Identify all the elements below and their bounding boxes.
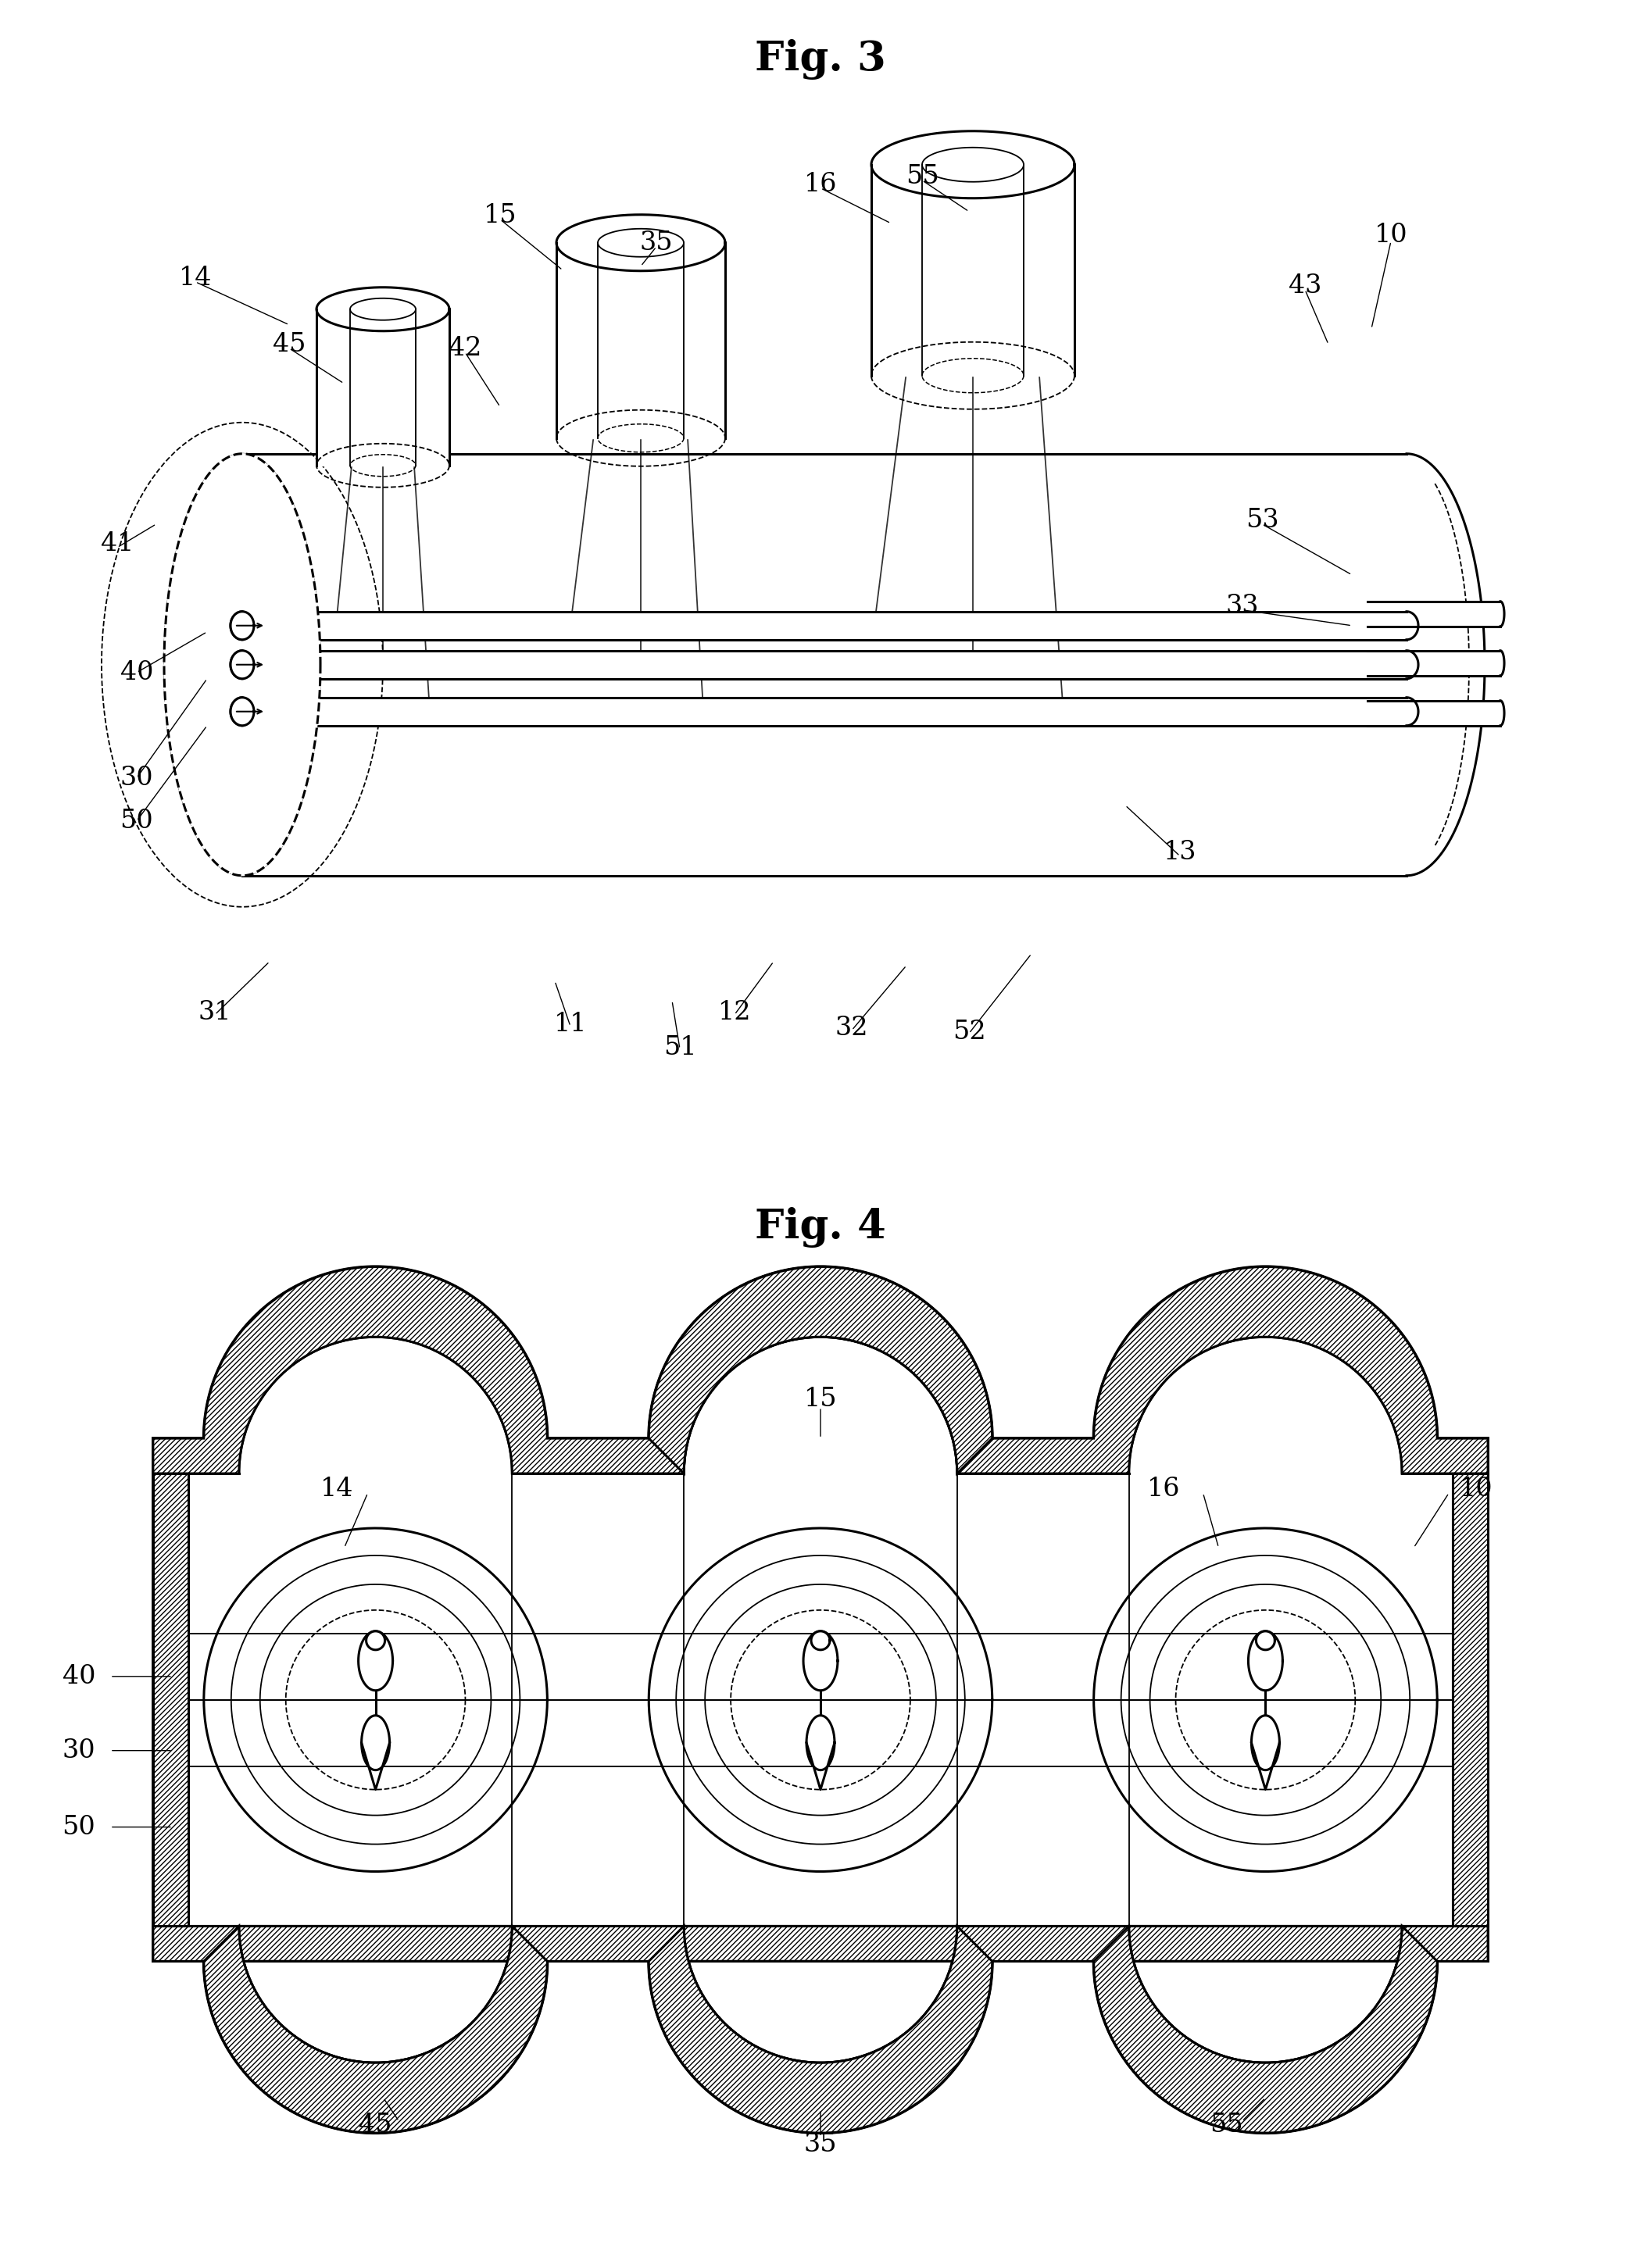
Polygon shape	[153, 1438, 1488, 1962]
Polygon shape	[648, 1268, 993, 1474]
Text: 35: 35	[804, 2132, 837, 2157]
Polygon shape	[361, 1715, 389, 1769]
Polygon shape	[230, 651, 254, 678]
Text: 10: 10	[1374, 222, 1408, 247]
Polygon shape	[164, 454, 320, 875]
Polygon shape	[1452, 1474, 1488, 1926]
Polygon shape	[806, 1742, 835, 1789]
Polygon shape	[230, 699, 254, 726]
Polygon shape	[317, 288, 450, 331]
Polygon shape	[164, 454, 320, 875]
Text: 15: 15	[804, 1386, 837, 1413]
Text: 55: 55	[906, 163, 939, 188]
Text: 16: 16	[804, 172, 837, 197]
Polygon shape	[1093, 1926, 1438, 2132]
Polygon shape	[556, 215, 725, 270]
Polygon shape	[806, 1715, 835, 1769]
Text: 51: 51	[663, 1034, 696, 1059]
Polygon shape	[317, 308, 450, 465]
Text: 40: 40	[62, 1665, 95, 1690]
Text: 12: 12	[719, 1000, 752, 1025]
Text: 14: 14	[179, 265, 212, 290]
Polygon shape	[871, 132, 1075, 197]
Polygon shape	[556, 243, 725, 438]
Polygon shape	[243, 454, 1406, 875]
Polygon shape	[1367, 701, 1500, 726]
Text: 42: 42	[448, 336, 481, 361]
Polygon shape	[153, 1474, 189, 1926]
Polygon shape	[1249, 1631, 1283, 1690]
Polygon shape	[1252, 1715, 1280, 1769]
Polygon shape	[243, 651, 1406, 678]
Text: 32: 32	[835, 1016, 868, 1041]
Text: 10: 10	[1459, 1476, 1493, 1501]
Text: 35: 35	[640, 231, 673, 256]
Polygon shape	[203, 1926, 548, 2132]
Polygon shape	[203, 1529, 548, 1871]
Polygon shape	[1367, 651, 1500, 676]
Polygon shape	[648, 1529, 993, 1871]
Text: 55: 55	[1209, 2114, 1244, 2139]
Text: 30: 30	[120, 764, 153, 792]
Text: 14: 14	[320, 1476, 353, 1501]
Text: 31: 31	[199, 1000, 231, 1025]
Polygon shape	[1255, 1631, 1275, 1649]
Polygon shape	[361, 1742, 389, 1789]
Text: 40: 40	[120, 660, 153, 685]
Text: 16: 16	[1147, 1476, 1180, 1501]
Polygon shape	[358, 1631, 392, 1690]
Polygon shape	[1252, 1742, 1280, 1789]
Polygon shape	[804, 1631, 837, 1690]
Text: 52: 52	[952, 1018, 986, 1043]
Text: Fig. 3: Fig. 3	[755, 39, 886, 79]
Polygon shape	[1367, 601, 1500, 626]
Polygon shape	[871, 166, 1075, 376]
Text: 13: 13	[1163, 839, 1196, 864]
Text: 15: 15	[484, 202, 517, 227]
Text: 11: 11	[555, 1012, 587, 1036]
Text: 33: 33	[1226, 594, 1259, 619]
Polygon shape	[153, 1926, 1488, 2132]
Text: Fig. 4: Fig. 4	[755, 1207, 886, 1247]
Polygon shape	[811, 1631, 830, 1649]
Polygon shape	[366, 1631, 386, 1649]
Text: 45: 45	[359, 2114, 392, 2139]
Polygon shape	[230, 612, 254, 640]
Polygon shape	[1095, 1529, 1438, 1871]
Polygon shape	[648, 1926, 993, 2132]
Text: 53: 53	[1246, 508, 1278, 533]
Text: 50: 50	[62, 1814, 95, 1839]
Polygon shape	[243, 612, 1406, 640]
Text: 45: 45	[272, 331, 305, 356]
Text: 43: 43	[1288, 272, 1321, 299]
Text: 30: 30	[62, 1737, 95, 1762]
Text: 41: 41	[100, 531, 135, 556]
Polygon shape	[153, 1268, 1488, 1474]
Text: 50: 50	[120, 807, 154, 832]
Polygon shape	[243, 699, 1406, 726]
